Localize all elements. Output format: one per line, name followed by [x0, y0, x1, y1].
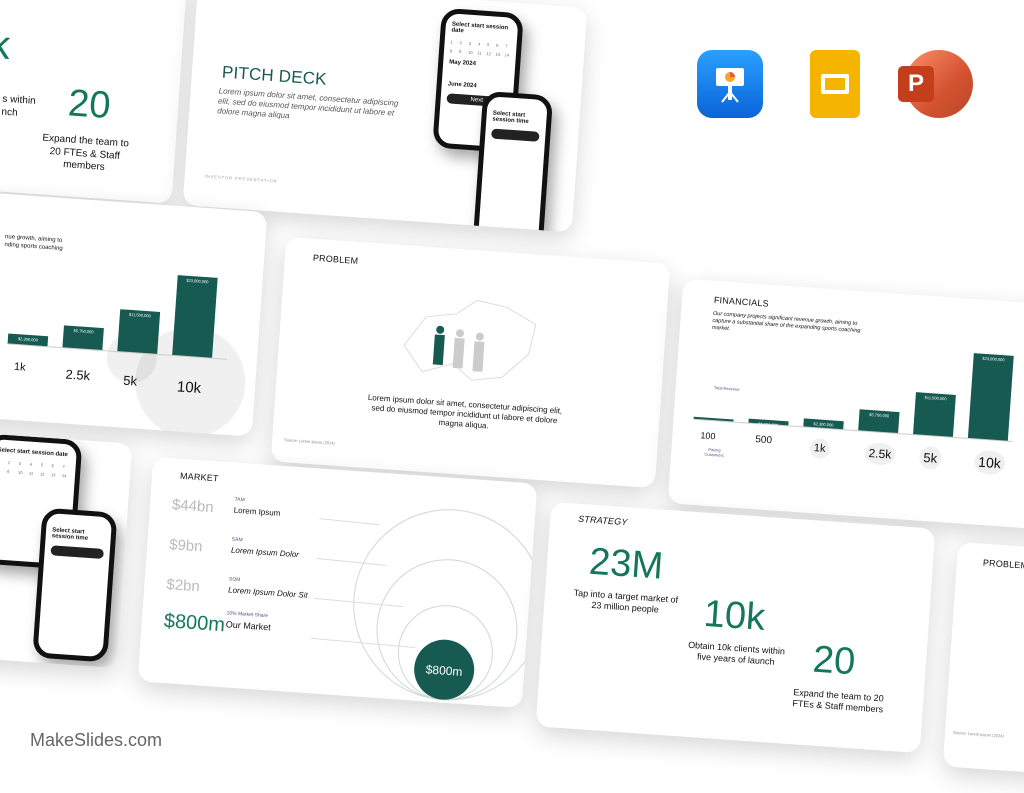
stat-caption: Expand the team to 20 FTEs & Staff membe… [792, 687, 885, 715]
bar: $11,500,000 [913, 391, 956, 437]
bar: $1,150,000 [748, 418, 789, 427]
person-icon [432, 325, 445, 366]
keynote-icon [697, 50, 763, 118]
person-icon [472, 332, 485, 372]
time-slot[interactable] [50, 545, 104, 559]
market-title: MARKET [179, 470, 220, 484]
phone-title: Select start session time [492, 110, 529, 126]
slide-financials-partial[interactable]: nue growth, aiming to nding sports coach… [0, 184, 268, 437]
phone-mockup-2: Select start session time [32, 507, 118, 663]
pitch-footer: INVESTOR PRESENTATION [204, 173, 278, 184]
customer-label: 10k [176, 378, 202, 398]
map-illustration [403, 299, 537, 381]
customer-label: 1k [13, 360, 26, 374]
slide-pitch-deck[interactable]: PITCH DECK Lorem ipsum dolor sit amet, c… [182, 0, 588, 233]
bar: $2,300,000 [803, 417, 844, 430]
stat-caption: Expand the team to 20 FTEs & Staff membe… [41, 132, 130, 173]
bar: $5,750,000 [858, 409, 900, 434]
brand-label: MakeSlides.com [30, 730, 163, 750]
bar: $23,000,000 [172, 275, 218, 358]
customer-label: 100 [700, 430, 716, 442]
problem-source: Source: Lorem Ipsum (2024) [952, 729, 1004, 739]
bar: $2,300,000 [7, 333, 49, 347]
bar: $23,000,000 [967, 353, 1014, 441]
market-row-tam: $44bn TAM Lorem Ipsum [171, 496, 281, 518]
bar: $11,500,000 [117, 309, 161, 354]
phone-mockup-2: Select start session time [472, 90, 554, 233]
problem-body: Lorem ipsum dolor sit amet, consectetur … [367, 392, 563, 431]
time-slot[interactable] [491, 128, 540, 142]
slide-financials[interactable]: FINANCIALS Our company projects signific… [667, 278, 1024, 531]
financials-title: FINANCIALS [713, 294, 770, 309]
google-slides-icon [810, 50, 860, 118]
bar-area: $230,000 $1,150,000 $2,300,000 $5,750,000 $1… [693, 329, 1020, 443]
bar: $5,750,000 [62, 325, 104, 351]
problem-title: PROBLEM [312, 252, 359, 266]
market-row-som: $2bn SOM Lorem Ipsum Dolor Sit [165, 576, 308, 600]
pitch-title: PITCH DECK [221, 62, 328, 89]
bar-area: $2,300,000 $5,750,000 $11,500,000 $23,00… [7, 244, 234, 360]
slide-strategy[interactable]: STRATEGY 23M Tap into a target market of… [535, 501, 936, 754]
stat-value: 20 [66, 82, 112, 128]
stat-caption: Obtain 10k clients within five years of … [687, 639, 786, 668]
stat-value: 20 [811, 638, 857, 684]
market-circles [310, 509, 536, 701]
customer-label: 10k [973, 449, 1006, 476]
pitch-body: Lorem ipsum dolor sit amet, consectetur … [216, 86, 399, 121]
market-row-our: $800m 10% Market Share Our Market [163, 610, 272, 637]
slide-market[interactable]: MARKET $44bn TAM Lorem Ipsum $9bn SAM Lorem … [137, 456, 538, 709]
market-row-sam: $9bn SAM Lorem Ipsum Dolor [168, 536, 300, 560]
stat-caption: Tap into a target market of 23 million p… [573, 587, 679, 615]
stat-value: k [0, 22, 12, 68]
customer-label: 1k [809, 437, 831, 460]
slide-app-partial[interactable]: Select start session date 12345678910111… [0, 416, 133, 669]
problem-source: Source: Lorem Ipsum (2024) [283, 437, 336, 446]
customer-label: 5k [122, 372, 138, 389]
stat-value: 23M [587, 540, 665, 588]
strategy-title: STRATEGY [577, 513, 628, 528]
slide-problem-partial[interactable]: PROBLEM Source: Lorem Ipsum (2024) [942, 541, 1024, 793]
month-label-2: June 2024 [447, 81, 477, 90]
phone-title: Select start session time [51, 527, 89, 542]
slide-problem[interactable]: PROBLEM Lorem ipsum dolor sit amet, cons… [270, 236, 671, 489]
customer-label: 2.5k [863, 441, 897, 466]
customer-label: 500 [754, 434, 773, 447]
customer-label: 5k [918, 445, 942, 471]
stat-caption: s within nch [1, 93, 37, 119]
customers-label: Paying Customers [704, 446, 724, 458]
problem-title: PROBLEM [982, 557, 1024, 571]
person-icon [452, 329, 465, 369]
customer-label: 2.5k [65, 366, 91, 384]
powerpoint-icon: P [898, 50, 973, 118]
slide-strategy-partial-top[interactable]: k s within nch 20 Expand the team to 20 … [0, 0, 188, 204]
bar: $230,000 [693, 416, 734, 426]
stat-value: 10k [702, 592, 767, 639]
